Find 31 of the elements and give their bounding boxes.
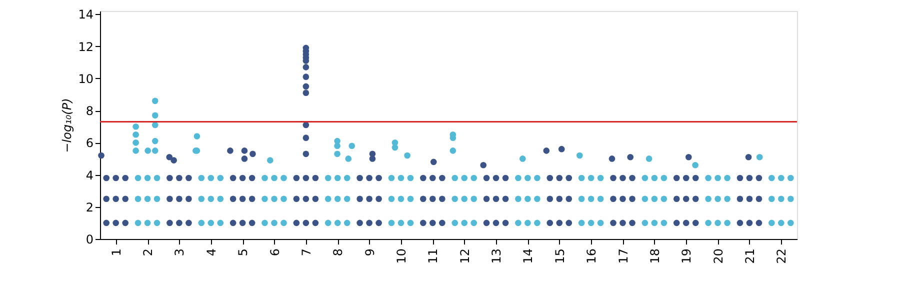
x-tick-label: 1 (109, 248, 124, 256)
x-tick-label: 4 (204, 248, 218, 256)
y-tick-label: 12 (78, 40, 94, 54)
x-tick-label: 20 (711, 248, 726, 264)
y-tick-label: 0 (86, 232, 94, 246)
x-tick-label: 13 (490, 248, 504, 264)
x-tick-label: 14 (521, 248, 536, 264)
y-tick-label: 6 (86, 136, 94, 150)
x-tick-label: 21 (742, 248, 757, 264)
x-tick-label: 12 (458, 248, 472, 264)
x-tick-label: 5 (236, 248, 250, 256)
y-tick-label: 2 (86, 200, 94, 214)
y-tick-label: 14 (78, 8, 94, 22)
x-tick-label: 10 (394, 248, 408, 264)
y-tick-label: 10 (78, 72, 94, 86)
x-tick-label: 17 (616, 248, 630, 264)
x-tick-label: 18 (648, 248, 662, 264)
x-tick-label: 22 (774, 248, 789, 264)
x-tick-label: 9 (362, 248, 377, 256)
x-tick-label: 15 (552, 248, 567, 264)
y-tick-label: 4 (86, 168, 94, 182)
x-tick-label: 7 (299, 248, 314, 256)
x-tick-label: 16 (584, 248, 599, 264)
x-tick-label: 6 (268, 248, 282, 256)
y-axis-title: −log₁₀(P) (60, 98, 74, 153)
x-tick-label: 3 (172, 248, 187, 256)
x-tick-label: 8 (331, 248, 346, 256)
x-tick-label: 19 (680, 248, 694, 264)
y-tick-label: 8 (86, 104, 94, 118)
x-tick-label: 11 (426, 248, 440, 264)
x-tick-label: 2 (141, 248, 156, 256)
